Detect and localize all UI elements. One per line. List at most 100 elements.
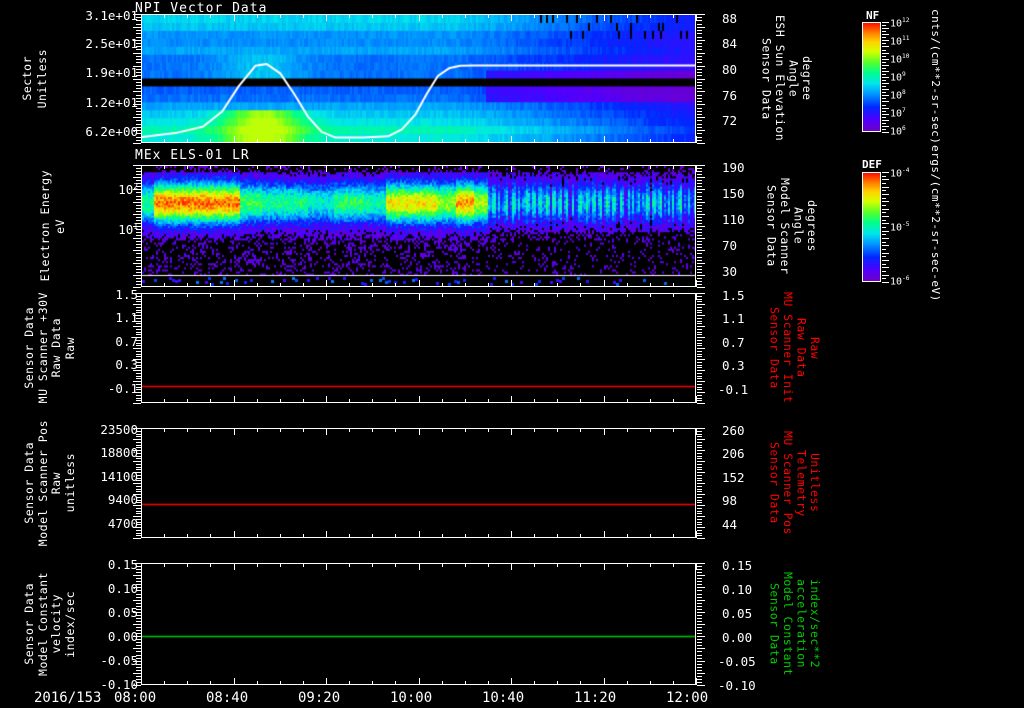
ytick-right-p2 [697, 395, 702, 396]
ytick-right-p0 [697, 66, 705, 67]
xtick-minor-bottom-p0 [164, 139, 165, 143]
xtick-minor-bottom-p2 [488, 399, 489, 403]
xtick-major-top-p4 [141, 563, 142, 570]
xaxis-tick-4: 10:40 [482, 690, 525, 706]
xtick-minor-top-p0 [349, 14, 350, 18]
ytick-right-p0 [697, 140, 702, 141]
ytick-left-p2 [136, 318, 141, 319]
xtick-minor-bottom-p3 [280, 534, 281, 538]
nf-colorbar-tick-mark [882, 34, 889, 35]
xtick-minor-top-p3 [280, 428, 281, 432]
xtick-minor-bottom-p3 [534, 534, 535, 538]
ytick-left-p3 [136, 458, 141, 459]
xtick-minor-top-p3 [210, 428, 211, 432]
ytick-right-p0 [697, 133, 702, 134]
ytick-left-p3 [136, 486, 141, 487]
panel5-ytick-4: -0.05 [100, 653, 138, 668]
ytick-right-p2 [697, 318, 702, 319]
def-colorbar-tick-mark [882, 231, 889, 232]
xtick-minor-top-p4 [210, 563, 211, 567]
ytick-left-p1 [136, 174, 141, 175]
ytick-left-p4 [133, 563, 141, 564]
def-colorbar-tick-1: 10-5 [890, 221, 910, 233]
panel2-right-axis-title: Sensor Data Model Scanner Angle degrees [765, 165, 820, 287]
ytick-right-p0 [697, 27, 705, 28]
ytick-right-p4 [697, 682, 702, 683]
ytick-left-p1 [136, 266, 141, 267]
nf-tick-6-exponent: 6 [902, 125, 906, 132]
ytick-left-p3 [136, 478, 141, 479]
ytick-left-p3 [133, 516, 141, 517]
panel1-ytick-0: 3.1e+01 [85, 8, 138, 23]
ytick-right-p4 [697, 627, 702, 628]
xtick-minor-top-p3 [164, 428, 165, 432]
ytick-right-p0 [697, 108, 702, 109]
xtick-minor-bottom-p4 [442, 681, 443, 685]
ytick-left-p1 [136, 186, 141, 187]
ytick-right-p2 [697, 398, 702, 399]
ytick-left-p4 [136, 655, 141, 656]
nf-colorbar-unit-text: cnts/(cm**2-sr-sec) [929, 9, 942, 145]
xtick-minor-bottom-p1 [187, 283, 188, 287]
def-colorbar-tick-mark [882, 227, 886, 228]
xtick-minor-top-p4 [187, 563, 188, 567]
ytick-left-p2 [136, 296, 141, 297]
xtick-minor-top-p4 [627, 563, 628, 567]
ytick-left-p2 [136, 351, 141, 352]
xtick-minor-top-p0 [557, 14, 558, 18]
ytick-right-p0 [697, 143, 705, 144]
ytick-left-p4 [133, 636, 141, 637]
ytick-left-p0 [136, 43, 141, 44]
ytick-left-p2 [136, 376, 141, 377]
xtick-major-top-p3 [419, 428, 420, 435]
panel4-ytick-3: 9400 [107, 492, 138, 507]
panel3-right-ytick-0: 1.5 [722, 288, 745, 303]
xtick-major-top-p3 [604, 428, 605, 435]
xaxis-tick-5: 11:20 [574, 690, 617, 706]
panel-els01lr-plot [141, 165, 696, 287]
xtick-major-bottom-p2 [141, 396, 142, 403]
ytick-left-p0 [136, 17, 141, 18]
ytick-right-p3 [697, 508, 702, 509]
panel3-right-axis-title: Sensor Data MU Scanner Init Raw Data Raw [768, 292, 823, 403]
ytick-right-p1 [697, 275, 705, 276]
ytick-right-p1 [697, 232, 702, 233]
ytick-left-p3 [136, 456, 141, 457]
xtick-minor-bottom-p2 [280, 399, 281, 403]
def-colorbar-tick-mark [882, 216, 889, 217]
def-colorbar-tick-mark [882, 201, 889, 202]
xaxis-tick-0: 08:00 [114, 690, 157, 706]
ytick-left-p0 [136, 62, 141, 63]
ytick-right-p3 [697, 489, 702, 490]
ytick-right-p3 [697, 445, 702, 446]
ytick-left-p0 [133, 27, 141, 28]
panel-mu-scanner-30v-plot [141, 293, 696, 403]
ytick-left-p0 [133, 14, 141, 15]
panel4-right-axis-title-line3: Unitless [808, 453, 822, 513]
nf-colorbar-tick-mark [882, 50, 886, 51]
ytick-left-p4 [133, 661, 141, 662]
nf-colorbar-tick-6: 106 [890, 125, 906, 137]
ytick-left-p4 [133, 600, 141, 601]
ytick-right-p0 [697, 130, 705, 131]
panel2-right-ytick-2: 110 [722, 212, 745, 227]
xtick-minor-top-p0 [164, 14, 165, 18]
ytick-right-p3 [697, 447, 702, 448]
xtick-minor-top-p1 [210, 165, 211, 169]
ytick-right-p3 [697, 505, 705, 506]
ytick-left-p4 [136, 581, 141, 582]
ytick-left-p1 [136, 192, 141, 193]
xtick-minor-bottom-p1 [534, 283, 535, 287]
ytick-right-p2 [697, 310, 702, 311]
nf-colorbar-tick-0: 1012 [890, 17, 910, 29]
xtick-minor-bottom-p2 [580, 399, 581, 403]
def-colorbar-tick-mark [882, 256, 886, 257]
xtick-minor-top-p2 [650, 293, 651, 297]
def-colorbar-tick-mark [882, 172, 889, 173]
ytick-right-p3 [697, 453, 702, 454]
ytick-right-p0 [697, 111, 702, 112]
ytick-right-p1 [697, 174, 702, 175]
ytick-right-p2 [697, 365, 702, 366]
panel1-left-axis-title-line0: Sector [20, 56, 34, 101]
nf-colorbar-tick-mark [882, 65, 889, 66]
